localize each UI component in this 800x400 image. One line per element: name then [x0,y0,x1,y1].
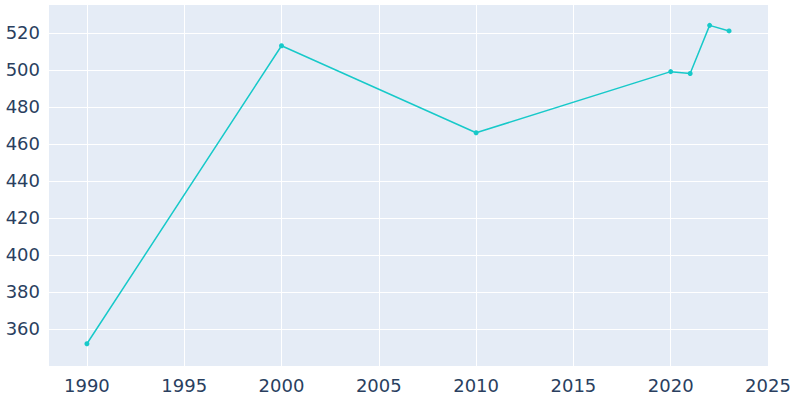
svg-text:2020: 2020 [648,375,694,396]
svg-text:400: 400 [6,244,40,265]
svg-text:380: 380 [6,281,40,302]
svg-text:2010: 2010 [453,375,499,396]
svg-text:2015: 2015 [550,375,596,396]
svg-text:1995: 1995 [161,375,207,396]
svg-text:440: 440 [6,170,40,191]
svg-text:520: 520 [6,22,40,43]
svg-text:2000: 2000 [259,375,305,396]
svg-text:460: 460 [6,133,40,154]
svg-text:1990: 1990 [64,375,110,396]
svg-text:420: 420 [6,207,40,228]
svg-text:500: 500 [6,59,40,80]
svg-text:360: 360 [6,318,40,339]
svg-text:2005: 2005 [356,375,402,396]
svg-text:2025: 2025 [745,375,791,396]
svg-text:480: 480 [6,96,40,117]
